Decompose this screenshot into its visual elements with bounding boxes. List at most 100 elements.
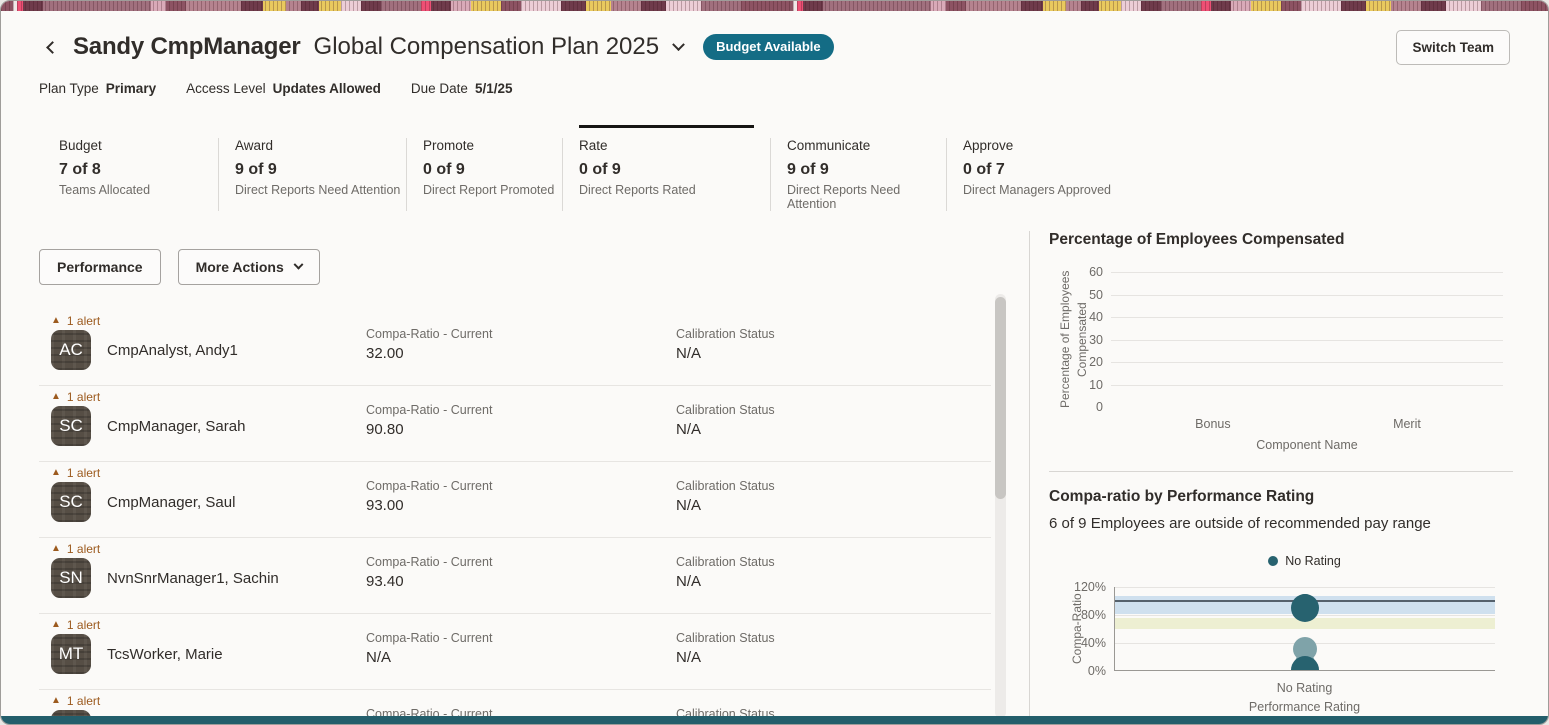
more-actions-button[interactable]: More Actions bbox=[177, 249, 320, 285]
alert-count: 1 alert bbox=[66, 693, 101, 708]
y-axis-label: Percentage of Employees Compensated bbox=[1058, 270, 1089, 409]
compa-ratio-cell: Compa-Ratio - Current 93.40 bbox=[366, 555, 493, 590]
employee-name[interactable]: TcsWorker, Marie bbox=[107, 645, 223, 663]
calibration-cell: Calibration Status N/A bbox=[676, 403, 775, 438]
alert-link[interactable]: ▲ 1 alert bbox=[51, 542, 991, 556]
warning-icon: ▲ bbox=[51, 466, 61, 478]
stage-communicate[interactable]: Communicate 9 of 9 Direct Reports Need A… bbox=[770, 138, 946, 211]
avatar: MT bbox=[51, 634, 91, 674]
y-tick: 30 bbox=[1089, 332, 1103, 347]
plan-dropdown-button[interactable] bbox=[665, 34, 691, 60]
access-level: Access Level Updates Allowed bbox=[186, 81, 381, 96]
page-title: Global Compensation Plan 2025 bbox=[313, 33, 660, 60]
y-tick: 0% bbox=[1087, 664, 1106, 678]
alert-link[interactable]: ▲ 1 alert bbox=[51, 693, 991, 708]
plan-type: Plan Type Primary bbox=[39, 81, 157, 96]
employee-name[interactable]: CmpManager, Saul bbox=[107, 493, 236, 511]
x-category: No Rating bbox=[1276, 681, 1333, 695]
calibration-cell: Calibration Status bbox=[676, 707, 775, 718]
status-badge: Budget Available bbox=[703, 34, 834, 60]
compa-ratio-cell: Compa-Ratio - Current 32.00 bbox=[366, 327, 493, 362]
y-tick: 0 bbox=[1096, 400, 1103, 414]
chart-subtitle: 6 of 9 Employees are outside of recommen… bbox=[1049, 515, 1431, 532]
alert-link[interactable]: ▲ 1 alert bbox=[51, 617, 991, 632]
list-toolbar: Performance More Actions bbox=[39, 249, 320, 285]
plot-area: 0 10 20 30 40 50 60 Bonus Merit Component Name bbox=[1089, 265, 1503, 452]
employee-row[interactable]: ▲ 1 alert SC CmpManager, Saul Compa-Ratio - … bbox=[39, 462, 991, 538]
chart-divider bbox=[1049, 471, 1513, 472]
stage-rate[interactable]: Rate 0 of 9 Direct Reports Rated bbox=[562, 125, 770, 211]
y-tick: 20 bbox=[1089, 355, 1103, 369]
x-axis-label: Performance Rating bbox=[1248, 700, 1361, 714]
manager-name: Sandy CmpManager bbox=[73, 33, 301, 60]
panel-divider bbox=[1029, 231, 1030, 718]
stage-tracker: Budget 7 of 8 Teams Allocated Award 9 of… bbox=[43, 125, 1156, 211]
chart-title: Compa-ratio by Performance Rating bbox=[1049, 488, 1315, 505]
legend-label: No Rating bbox=[1285, 554, 1341, 568]
calibration-cell: Calibration Status N/A bbox=[676, 555, 775, 590]
back-button[interactable] bbox=[39, 34, 65, 60]
switch-team-button[interactable]: Switch Team bbox=[1396, 29, 1510, 65]
alert-link[interactable]: ▲ 1 alert bbox=[51, 389, 991, 404]
chevron-left-icon bbox=[45, 40, 59, 54]
stage-approve[interactable]: Approve 0 of 7 Direct Managers Approved bbox=[946, 138, 1156, 211]
calibration-cell: Calibration Status N/A bbox=[676, 479, 775, 514]
avatar bbox=[51, 710, 91, 718]
compa-ratio-cell: Compa-Ratio - Current bbox=[366, 707, 493, 718]
warning-icon: ▲ bbox=[51, 618, 61, 630]
y-tick: 50 bbox=[1089, 287, 1103, 302]
bottom-section-edge bbox=[1, 716, 1548, 724]
warning-icon: ▲ bbox=[51, 542, 61, 554]
performance-button[interactable]: Performance bbox=[39, 249, 161, 285]
calibration-cell: Calibration Status N/A bbox=[676, 631, 775, 666]
alert-link[interactable]: ▲ 1 alert bbox=[51, 313, 991, 328]
list-scrollbar[interactable] bbox=[995, 294, 1006, 718]
alert-count: 1 alert bbox=[66, 389, 101, 404]
warning-icon: ▲ bbox=[51, 314, 61, 326]
alert-count: 1 alert bbox=[66, 313, 101, 328]
calibration-cell: Calibration Status N/A bbox=[676, 327, 775, 362]
stage-award[interactable]: Award 9 of 9 Direct Reports Need Attenti… bbox=[218, 138, 406, 211]
avatar: SC bbox=[51, 406, 91, 446]
employee-row[interactable]: ▲ 1 alert Compa-Ratio - Current Calibration… bbox=[39, 690, 991, 718]
stage-promote[interactable]: Promote 0 of 9 Direct Report Promoted bbox=[406, 138, 562, 211]
compa-ratio-cell: Compa-Ratio - Current N/A bbox=[366, 631, 493, 666]
employee-name[interactable]: CmpAnalyst, Andy1 bbox=[107, 341, 238, 359]
employee-row[interactable]: ▲ 1 alert SN NvnSnrManager1, Sachin Compa-Ra… bbox=[39, 538, 991, 614]
y-tick: 10 bbox=[1089, 377, 1103, 392]
employee-row[interactable]: ▲ 1 alert MT TcsWorker, Marie Compa-Ratio - … bbox=[39, 614, 991, 690]
warning-icon: ▲ bbox=[51, 390, 61, 402]
chart-legend[interactable]: No Rating bbox=[1114, 554, 1495, 568]
y-tick: 40 bbox=[1089, 310, 1103, 324]
employee-name[interactable]: CmpManager, Sarah bbox=[107, 417, 246, 435]
avatar: SC bbox=[51, 482, 91, 522]
y-tick: 60 bbox=[1089, 265, 1103, 279]
employee-row[interactable]: ▲ 1 alert AC CmpAnalyst, Andy1 Compa-Ratio -… bbox=[39, 310, 991, 386]
alert-count: 1 alert bbox=[66, 465, 101, 480]
alert-count: 1 alert bbox=[66, 617, 101, 632]
pay-range-band bbox=[1114, 617, 1495, 629]
chevron-down-icon bbox=[293, 259, 304, 270]
chevron-down-icon bbox=[671, 37, 685, 51]
alert-link[interactable]: ▲ 1 alert bbox=[51, 465, 991, 480]
y-tick: 40% bbox=[1080, 636, 1106, 650]
legend-marker bbox=[1268, 556, 1279, 566]
x-category: Merit bbox=[1393, 417, 1421, 431]
x-axis-label: Component Name bbox=[1256, 438, 1358, 452]
chart-compa-ratio: Compa-ratio by Performance Rating 6 of 9 … bbox=[1049, 488, 1515, 714]
avatar: SN bbox=[51, 558, 91, 598]
decorative-banner bbox=[1, 1, 1548, 11]
warning-icon: ▲ bbox=[51, 694, 61, 706]
due-date: Due Date 5/1/25 bbox=[410, 81, 513, 96]
plot-area bbox=[1114, 587, 1495, 671]
data-point[interactable] bbox=[1290, 655, 1319, 671]
employee-name[interactable]: NvnSnrManager1, Sachin bbox=[107, 569, 279, 587]
chart-title: Percentage of Employees Compensated bbox=[1049, 231, 1345, 248]
employee-list: ▲ 1 alert AC CmpAnalyst, Andy1 Compa-Ratio -… bbox=[39, 310, 991, 718]
compa-ratio-cell: Compa-Ratio - Current 93.00 bbox=[366, 479, 493, 514]
scrollbar-thumb[interactable] bbox=[995, 297, 1006, 499]
data-point[interactable] bbox=[1290, 594, 1319, 622]
employee-row[interactable]: ▲ 1 alert SC CmpManager, Sarah Compa-Ratio -… bbox=[39, 386, 991, 462]
stage-budget[interactable]: Budget 7 of 8 Teams Allocated bbox=[59, 138, 151, 197]
